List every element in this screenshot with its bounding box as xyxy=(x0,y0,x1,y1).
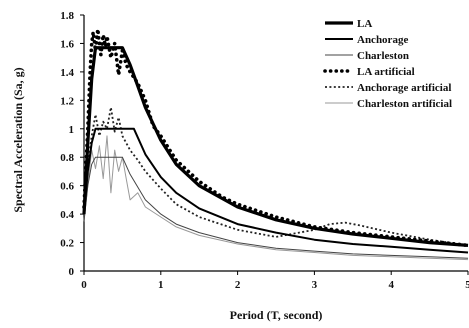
y-axis-title: Spectral Acceleration (Sa, g) xyxy=(11,67,25,212)
y-tick-label: 0.6 xyxy=(60,181,74,193)
legend: LA Anchorage Charleston LA artificial Anchor… xyxy=(323,18,452,110)
y-tick-label: 0 xyxy=(69,266,75,278)
x-tick-label: 1 xyxy=(158,279,164,291)
y-tick-label: 1.4 xyxy=(60,67,74,79)
y-tick-label: 1 xyxy=(69,124,75,136)
plot-area xyxy=(82,15,469,272)
y-tick-label: 1.2 xyxy=(60,95,74,107)
x-tick-label: 3 xyxy=(312,279,318,291)
series-line-anchorage xyxy=(83,127,469,254)
legend-label: Charleston xyxy=(357,50,409,62)
y-tick-label: 0.8 xyxy=(60,152,74,164)
series-line-anchorage-artificial xyxy=(83,106,469,247)
legend-label: Anchorage artificial xyxy=(357,82,451,94)
y-tick-label: 1.8 xyxy=(60,10,74,22)
series-line-charleston-artificial xyxy=(83,135,469,261)
legend-label: Anchorage xyxy=(357,34,408,46)
legend-label: LA xyxy=(357,18,372,30)
series-line-la-artificial xyxy=(82,27,469,248)
x-tick-label: 4 xyxy=(388,279,394,291)
x-tick-label: 0 xyxy=(81,279,87,291)
y-tick-label: 0.2 xyxy=(60,238,74,250)
legend-label: LA artificial xyxy=(357,66,415,78)
x-axis-title: Period (T, second) xyxy=(230,308,323,322)
y-tick-label: 1.6 xyxy=(60,38,74,50)
x-tick-label: 2 xyxy=(235,279,241,291)
y-axis-ticks: 0 0.2 0.4 0.6 0.8 1 1.2 1.4 1.6 1.8 xyxy=(60,10,84,278)
x-tick-label: 5 xyxy=(465,279,469,291)
x-axis-ticks: 0 1 2 3 4 5 xyxy=(81,271,469,291)
y-tick-label: 0.4 xyxy=(60,209,74,221)
legend-label: Charleston artificial xyxy=(357,98,452,110)
series-line-charleston xyxy=(83,156,469,259)
